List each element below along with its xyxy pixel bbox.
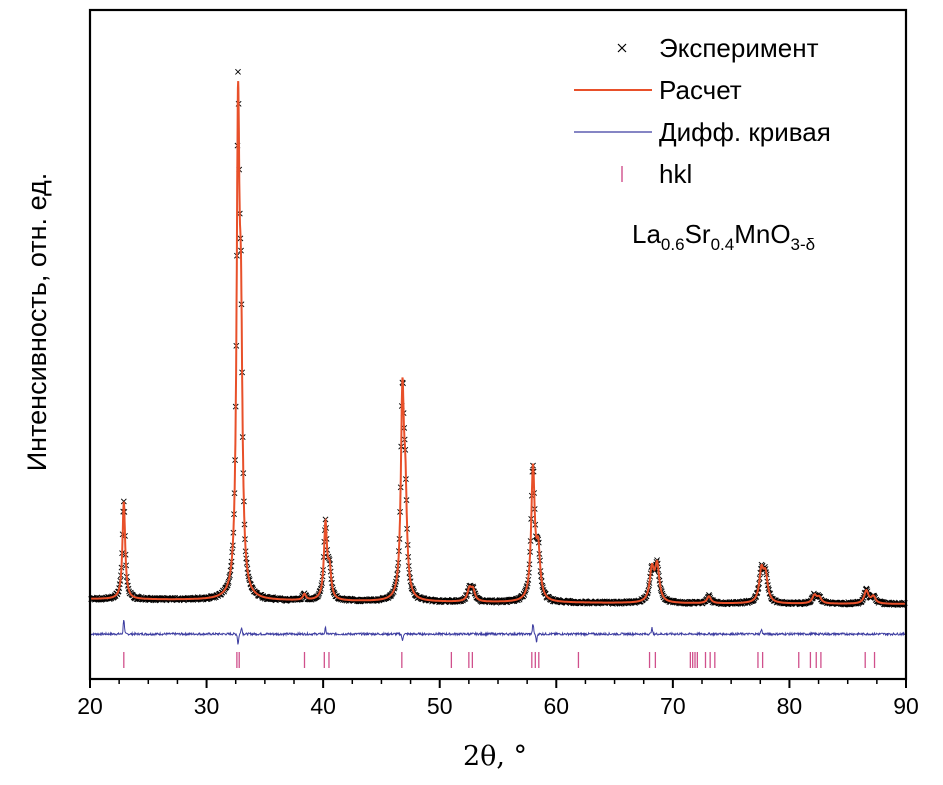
formula-sub-1: 0.6 [661,235,685,254]
experiment-point [235,68,241,75]
formula-mno: MnO [734,219,790,249]
compound-formula: La0.6Sr0.4MnO3-δ [632,219,815,254]
formula-sub-3: 3-δ [791,235,816,254]
calculated-curve [90,81,906,605]
x-axis: 20 30 40 50 60 70 80 90 [77,679,919,719]
legend-label: Расчет [659,75,742,105]
x-tick-label: 80 [777,693,803,719]
y-axis-title: Интенсивность, отн. ед. [22,173,52,471]
legend-marker-experiment [617,43,627,53]
plot-frame [88,8,908,681]
x-tick-label: 50 [427,693,453,719]
chart-marks [88,68,908,668]
difference-curve [90,619,906,645]
legend-label: hkl [659,159,692,189]
x-tick-label: 60 [543,693,569,719]
formula-la: La [632,219,661,249]
formula-sr: Sr [685,219,711,249]
x-tick-label: 90 [893,693,919,719]
experiment-series [88,68,908,608]
x-tick-label: 40 [310,693,336,719]
legend-label: Эксперимент [659,33,819,63]
x-axis-title: 2θ, ° [463,741,527,772]
experiment-point [120,498,127,505]
x-tick-label: 30 [194,693,220,719]
legend: Эксперимент Расчет Дифф. кривая hkl [574,33,831,189]
legend-label: Дифф. кривая [659,117,831,147]
x-tick-label: 70 [660,693,686,719]
formula-sub-2: 0.4 [711,235,735,254]
x-tick-label: 20 [77,693,103,719]
